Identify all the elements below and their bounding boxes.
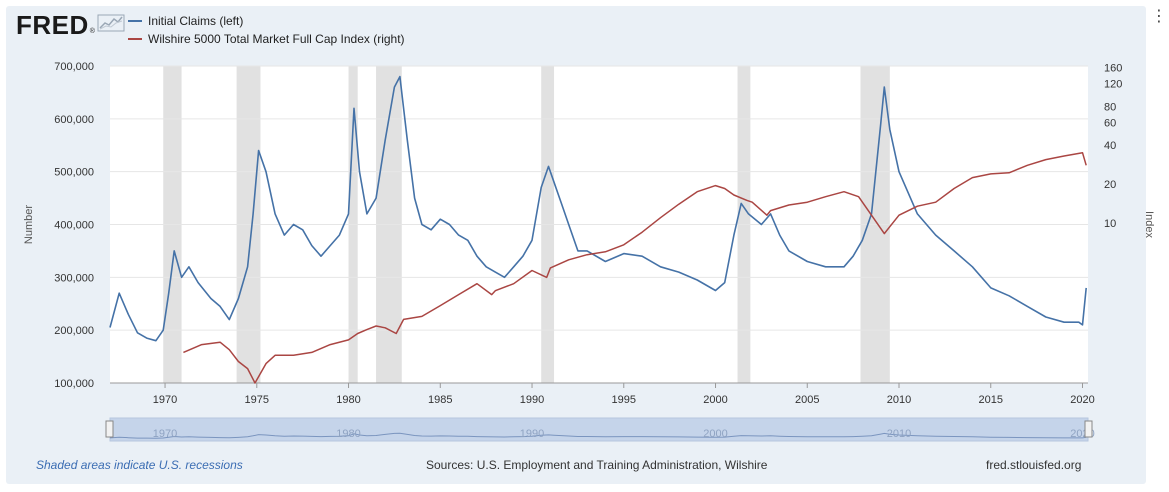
legend-item-wilshire[interactable]: Wilshire 5000 Total Market Full Cap Inde… [128, 30, 405, 48]
x-tick-label: 1985 [428, 394, 452, 406]
navigator-label: 2010 [887, 428, 911, 440]
navigator-label: 1990 [520, 428, 544, 440]
x-tick-label: 1995 [612, 394, 636, 406]
x-tick-label: 2005 [795, 394, 819, 406]
navigator-label: 1980 [336, 428, 360, 440]
fred-logo[interactable]: FRED ® [16, 10, 125, 41]
y-tick-label-left: 600,000 [54, 114, 94, 126]
y-tick-label-left: 300,000 [54, 272, 94, 284]
x-tick-label: 1980 [336, 394, 360, 406]
legend-label: Wilshire 5000 Total Market Full Cap Inde… [148, 32, 405, 46]
navigator-handle-right[interactable] [1084, 420, 1093, 438]
x-tick-label: 1975 [245, 394, 269, 406]
y-axis-title-right: Index [1143, 211, 1155, 238]
legend-label: Initial Claims (left) [148, 14, 244, 28]
y-tick-label-right: 160 [1104, 62, 1122, 74]
registered-mark: ® [89, 28, 95, 35]
logo-text: FRED [16, 10, 89, 40]
y-tick-label-right: 40 [1104, 140, 1116, 152]
site-link[interactable]: fred.stlouisfed.org [986, 458, 1082, 472]
chart-line-icon [97, 14, 125, 37]
legend-item-initial-claims[interactable]: Initial Claims (left) [128, 12, 405, 30]
y-tick-label-right: 60 [1104, 117, 1116, 129]
sources-note: Sources: U.S. Employment and Training Ad… [426, 458, 768, 472]
x-tick-label: 2020 [1070, 394, 1094, 406]
y-axis-title-left: Number [23, 205, 35, 244]
x-tick-label: 2010 [887, 394, 911, 406]
x-tick-label: 1990 [520, 394, 544, 406]
x-tick-label: 2000 [703, 394, 727, 406]
x-tick-label: 2015 [979, 394, 1003, 406]
y-tick-label-right: 120 [1104, 79, 1122, 91]
y-tick-label-left: 400,000 [54, 220, 94, 232]
y-tick-label-right: 80 [1104, 101, 1116, 113]
y-tick-label-left: 500,000 [54, 167, 94, 179]
recessions-note: Shaded areas indicate U.S. recessions [36, 458, 243, 472]
navigator-handle-left[interactable] [105, 420, 114, 438]
navigator-range [109, 417, 1089, 442]
y-tick-label-left: 100,000 [54, 378, 94, 390]
y-tick-label-right: 20 [1104, 179, 1116, 191]
legend-swatch-red [128, 38, 142, 40]
y-tick-label-left: 700,000 [54, 61, 94, 73]
series-line-initial-claims [109, 75, 1087, 342]
navigator-line [109, 432, 1087, 439]
navigator-label: 1970 [153, 428, 177, 440]
navigator-label: 2000 [703, 428, 727, 440]
series-line-wilshire [183, 151, 1087, 384]
y-tick-label-right: 10 [1104, 218, 1116, 230]
legend-swatch-blue [128, 20, 142, 22]
x-tick-label: 1970 [153, 394, 177, 406]
chart-legend: Initial Claims (left) Wilshire 5000 Tota… [128, 12, 405, 48]
y-tick-label-left: 200,000 [54, 325, 94, 337]
